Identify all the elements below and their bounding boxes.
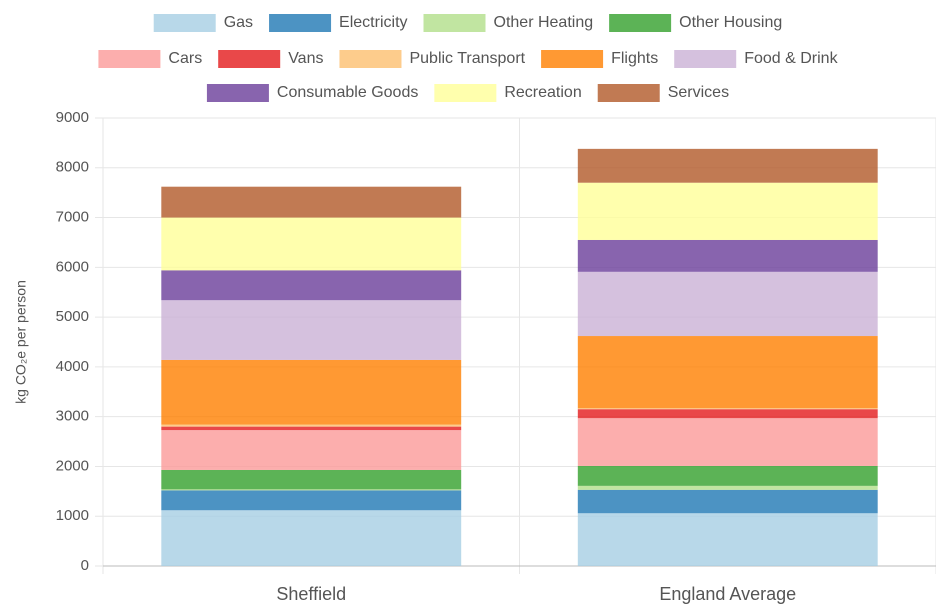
y-tick-label: 5000 — [56, 308, 89, 325]
legend-label: Gas — [224, 14, 253, 31]
legend-swatch — [597, 84, 660, 102]
legend-swatch — [423, 14, 486, 32]
legend-swatch — [339, 50, 402, 68]
y-axis-label: kg CO₂e per person — [13, 280, 29, 404]
bar-segment — [161, 270, 462, 301]
legend-label: Cars — [168, 50, 202, 67]
bar-segment — [161, 186, 462, 218]
legend-label: Electricity — [339, 14, 407, 31]
legend-label: Services — [668, 84, 729, 101]
bar-segment — [577, 489, 878, 514]
bar-segment — [577, 485, 878, 490]
legend-label: Vans — [288, 50, 323, 67]
legend-row: Consumable Goods Recreation Services — [206, 84, 729, 102]
legend-label: Recreation — [504, 84, 581, 101]
legend-swatch — [206, 84, 269, 102]
bar-segment — [161, 430, 462, 470]
legend-label: Consumable Goods — [277, 84, 418, 101]
bar-segment — [577, 182, 878, 240]
legend-label: Other Housing — [679, 14, 782, 31]
legend-label: Food & Drink — [744, 50, 838, 67]
bar-segment — [161, 426, 462, 431]
bar-segment — [161, 489, 462, 491]
legend-swatch — [609, 14, 672, 32]
legend-swatch — [434, 84, 497, 102]
y-tick-label: 3000 — [56, 408, 89, 425]
bar-segment — [161, 359, 462, 425]
legend-label: Other Heating — [494, 14, 594, 31]
y-tick-label: 4000 — [56, 358, 89, 375]
legend-row: Cars Vans Public Transport Flights Food & Dr… — [98, 50, 839, 68]
bar-segment — [161, 300, 462, 360]
y-tick-label: 9000 — [56, 109, 89, 126]
x-tick-label: England Average — [659, 584, 796, 604]
legend-row: Gas Electricity Other Heating Other Housing — [153, 14, 782, 32]
x-tick-label: Sheffield — [276, 584, 346, 604]
y-tick-label: 0 — [81, 557, 89, 574]
bar-segment — [577, 408, 878, 410]
bar-segment — [161, 469, 462, 490]
legend-swatch — [541, 50, 604, 68]
bar-segment — [161, 490, 462, 511]
legend-swatch — [218, 50, 281, 68]
y-tick-label: 2000 — [56, 457, 89, 474]
bar-segment — [577, 418, 878, 466]
bar-segment — [161, 424, 462, 427]
bar-segment — [577, 239, 878, 272]
legend-swatch — [674, 50, 737, 68]
legend-swatch — [98, 50, 161, 68]
legend-swatch — [269, 14, 332, 32]
bar-segment — [577, 513, 878, 566]
bar-segment — [577, 271, 878, 337]
legend-label: Flights — [611, 50, 658, 67]
legend-label: Public Transport — [409, 50, 525, 67]
bar-segment — [161, 217, 462, 271]
bar-segment — [577, 409, 878, 419]
y-tick-label: 1000 — [56, 507, 89, 524]
legend-swatch — [153, 14, 216, 32]
bar-segment — [577, 336, 878, 409]
bar-segment — [577, 465, 878, 486]
y-tick-label: 8000 — [56, 159, 89, 176]
y-tick-label: 6000 — [56, 258, 89, 275]
y-tick-label: 7000 — [56, 209, 89, 226]
bar-segment — [577, 148, 878, 183]
bar-segment — [161, 510, 462, 566]
